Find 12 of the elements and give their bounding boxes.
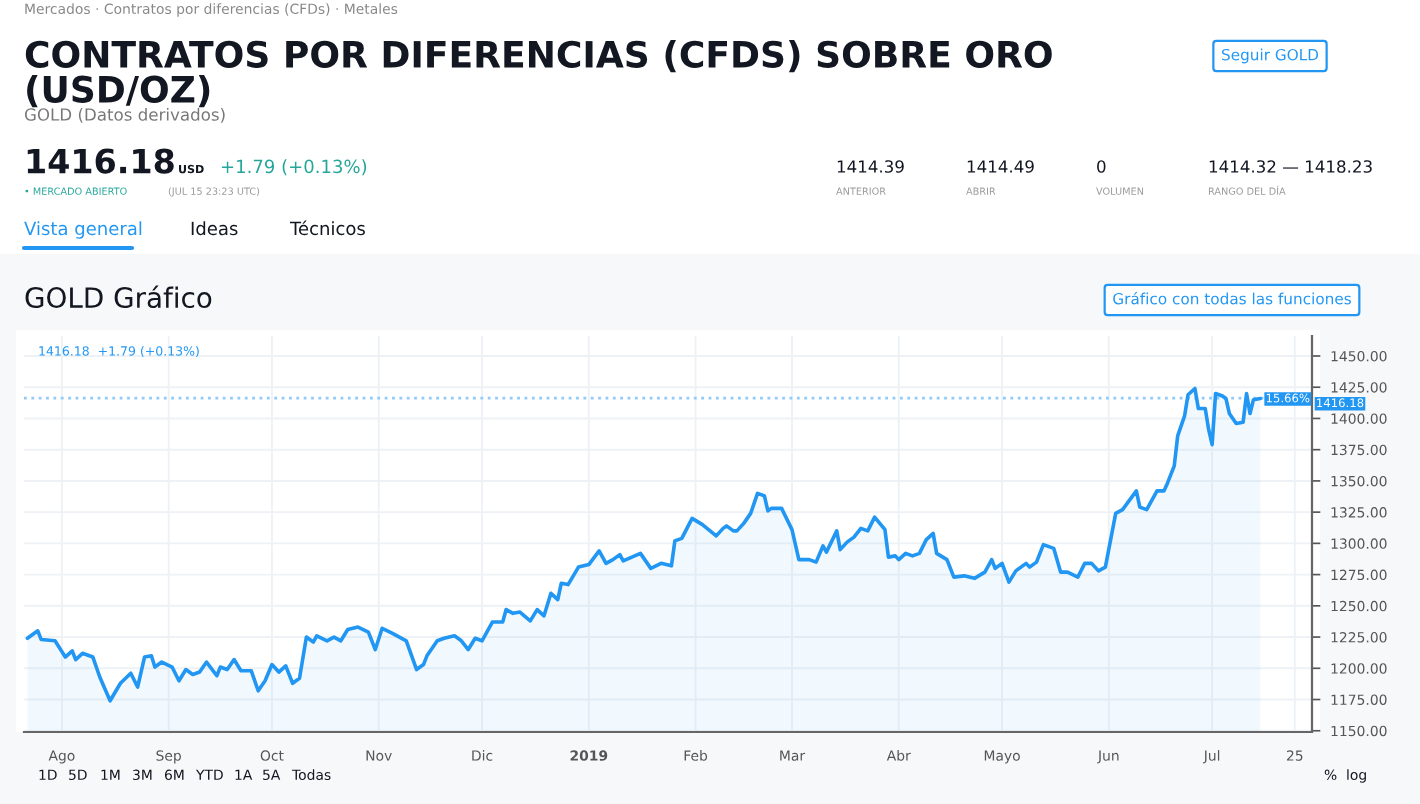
text: 1414.49 [967,160,1034,173]
text: 1414.39 [837,160,904,173]
text: Vista general [24,221,142,239]
text: GOLD (Datos derivados) [24,107,225,123]
text: +1.79 (+0.13%) [221,159,367,176]
text: 1416.18 [27,148,174,174]
text: CONTRATOS POR DIFERENCIAS (CFDS) SOBRE ORO (USD/OZ) [25,40,1052,108]
text: Ideas [191,221,238,236]
text: 1414.32 — 1418.23 [1209,160,1372,173]
text: 0 [1097,160,1106,173]
text: Técnicos [289,220,365,236]
chart-title: GOLD Gráfico [25,285,212,309]
